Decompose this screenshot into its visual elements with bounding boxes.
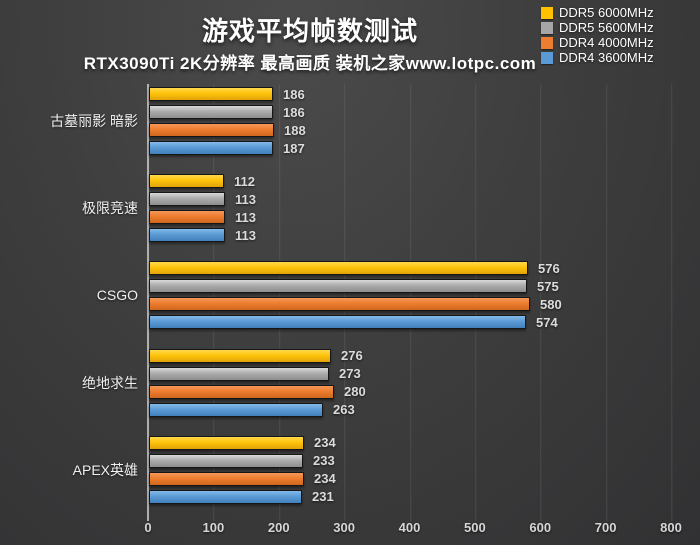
category-label: 古墓丽影 暗影 bbox=[50, 113, 138, 129]
plot-area: 186 186 188 187 112 113 113 113 576 575 580 574 276 2… bbox=[144, 84, 682, 535]
bar-row: 231 bbox=[149, 489, 334, 505]
bar-row: 574 bbox=[149, 314, 558, 330]
legend-item: DDR5 5600MHz bbox=[541, 20, 654, 35]
bar-row: 233 bbox=[149, 453, 335, 469]
bar-row: 263 bbox=[149, 402, 355, 418]
bar bbox=[149, 210, 225, 225]
category-label: CSGO bbox=[96, 287, 138, 304]
bar-row: 276 bbox=[149, 348, 363, 364]
bar bbox=[149, 123, 274, 137]
bar bbox=[149, 228, 225, 243]
bar-value-label: 280 bbox=[344, 384, 366, 400]
bar bbox=[149, 297, 530, 312]
bar-row: 113 bbox=[149, 191, 256, 207]
bar bbox=[149, 366, 329, 381]
bar-value-label: 112 bbox=[234, 173, 255, 189]
bar bbox=[149, 174, 224, 189]
bar-value-label: 113 bbox=[235, 227, 256, 243]
x-axis-tick-label: 600 bbox=[529, 520, 552, 535]
legend-swatch-icon bbox=[541, 52, 553, 64]
bar-value-label: 273 bbox=[339, 366, 361, 382]
bar-row: 186 bbox=[149, 86, 305, 102]
bar-value-label: 188 bbox=[284, 122, 306, 138]
legend-label: DDR5 6000MHz bbox=[559, 5, 654, 20]
x-axis-tick-label: 0 bbox=[144, 520, 152, 535]
bar bbox=[149, 402, 323, 417]
legend-label: DDR4 4000MHz bbox=[559, 35, 654, 50]
bar-row: 186 bbox=[149, 104, 305, 120]
bar-value-label: 574 bbox=[536, 314, 558, 330]
bar bbox=[149, 315, 526, 330]
bar-value-label: 234 bbox=[314, 471, 336, 487]
legend: DDR5 6000MHz DDR5 5600MHz DDR4 4000MHz DDR4… bbox=[541, 5, 654, 67]
bar bbox=[149, 279, 527, 294]
bar-value-label: 576 bbox=[538, 260, 560, 276]
x-axis-tick-label: 700 bbox=[594, 520, 617, 535]
x-axis-tick-label: 100 bbox=[202, 520, 225, 535]
x-axis-tick-label: 500 bbox=[464, 520, 486, 535]
bar-value-label: 186 bbox=[283, 104, 305, 120]
bar bbox=[149, 489, 302, 504]
chart-title: 游戏平均帧数测试 bbox=[201, 16, 418, 46]
bar bbox=[149, 141, 273, 155]
bar-row: 113 bbox=[149, 227, 256, 243]
legend-item: DDR5 6000MHz bbox=[541, 5, 654, 20]
bar-value-label: 575 bbox=[537, 278, 559, 294]
legend-swatch-icon bbox=[541, 7, 553, 19]
bar-row: 280 bbox=[149, 384, 366, 400]
legend-swatch-icon bbox=[541, 37, 553, 49]
bar-row: 234 bbox=[149, 435, 336, 451]
legend-label: DDR5 5600MHz bbox=[559, 20, 654, 35]
legend-item: DDR4 3600MHz bbox=[541, 50, 654, 65]
gridline bbox=[605, 84, 608, 521]
legend-swatch-icon bbox=[541, 22, 553, 34]
x-axis-tick-label: 400 bbox=[398, 520, 421, 535]
bar-value-label: 113 bbox=[235, 191, 256, 207]
bar-row: 575 bbox=[149, 278, 559, 294]
legend-item: DDR4 4000MHz bbox=[541, 35, 654, 50]
bar-row: 273 bbox=[149, 366, 361, 382]
bar-row: 234 bbox=[149, 471, 336, 487]
bar-row: 580 bbox=[149, 296, 562, 312]
bar-value-label: 233 bbox=[313, 453, 335, 469]
gridline bbox=[540, 84, 543, 521]
bar-value-label: 113 bbox=[235, 209, 256, 225]
bar bbox=[149, 435, 304, 450]
x-axis-tick-label: 200 bbox=[267, 520, 290, 535]
bar bbox=[149, 384, 334, 399]
bar-value-label: 276 bbox=[341, 348, 363, 364]
bar-value-label: 231 bbox=[312, 489, 334, 505]
bar bbox=[149, 105, 273, 119]
bar bbox=[149, 453, 303, 468]
bar-value-label: 580 bbox=[540, 296, 562, 312]
bar bbox=[149, 87, 273, 101]
x-axis-tick-label: 300 bbox=[333, 520, 355, 535]
bar bbox=[149, 261, 528, 276]
bar-row: 113 bbox=[149, 209, 256, 225]
bar-row: 576 bbox=[149, 260, 560, 276]
bar bbox=[149, 471, 304, 486]
chart-subtitle: RTX3090Ti 2K分辨率 最高画质 装机之家www.lotpc.com bbox=[83, 54, 537, 73]
bar-row: 187 bbox=[149, 140, 305, 156]
bar-value-label: 234 bbox=[314, 435, 336, 451]
bar-value-label: 186 bbox=[283, 86, 305, 102]
y-axis-line bbox=[147, 84, 149, 521]
category-label: 极限竞速 bbox=[82, 200, 138, 217]
bar bbox=[149, 348, 331, 363]
category-label: 绝地求生 bbox=[82, 374, 138, 391]
bar-value-label: 263 bbox=[333, 402, 355, 418]
bar-row: 188 bbox=[149, 122, 306, 138]
x-axis-tick-label: 800 bbox=[660, 520, 682, 535]
bar bbox=[149, 192, 225, 207]
category-label: APEX英雄 bbox=[72, 461, 138, 478]
bar-value-label: 187 bbox=[283, 140, 305, 156]
gridline bbox=[671, 84, 673, 521]
legend-label: DDR4 3600MHz bbox=[559, 50, 654, 65]
bar-row: 112 bbox=[149, 173, 255, 189]
